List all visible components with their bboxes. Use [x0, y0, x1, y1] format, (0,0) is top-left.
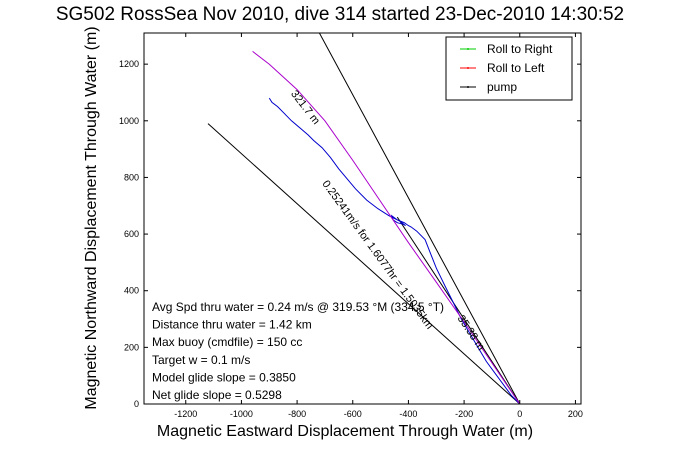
- y-axis-label: Magnetic Northward Displacement Through …: [83, 26, 100, 409]
- x-axis-label: Magnetic Eastward Displacement Through W…: [157, 423, 533, 440]
- x-tick-label-6: -200: [455, 409, 473, 419]
- x-tick-label-3: -800: [288, 409, 306, 419]
- axes: -1200 -1000 -800 -600 -400 -200 0 200 0 200 400 600…: [119, 33, 583, 419]
- x-tick-label-2: -1000: [230, 409, 253, 419]
- annotation-2: Distance thru water = 1.42 km: [152, 318, 312, 332]
- legend: Roll to Right Roll to Left pump: [445, 36, 573, 101]
- y-tick-label-2: 200: [124, 342, 139, 352]
- legend-marker-3: [467, 86, 469, 88]
- y-tick-label-7: 1200: [119, 59, 139, 69]
- series-line-1: [268, 97, 521, 404]
- y-tick-label-3: 400: [124, 286, 139, 296]
- legend-label-2: Roll to Left: [487, 61, 545, 75]
- x-tick-label-1: -1200: [174, 409, 197, 419]
- annotation-1: Avg Spd thru water = 0.24 m/s @ 319.53 °…: [152, 300, 444, 314]
- legend-marker-2: [467, 67, 469, 69]
- annotation-4: Target w = 0.1 m/s: [152, 353, 250, 367]
- x-tick-label-5: -400: [399, 409, 417, 419]
- legend-label-3: pump: [487, 80, 517, 94]
- chart-title: SG502 RossSea Nov 2010, dive 314 started…: [56, 4, 624, 25]
- annotation-6: Net glide slope = 0.5298: [152, 388, 282, 402]
- y-tick-label-5: 800: [124, 172, 139, 182]
- plot-frame: [143, 32, 582, 405]
- x-tick-label-4: -600: [344, 409, 362, 419]
- series-line-2: [252, 51, 521, 404]
- legend-label-1: Roll to Right: [487, 42, 553, 56]
- annotation-3: Max buoy (cmdfile) = 150 cc: [152, 335, 302, 349]
- reference-line-3: [396, 216, 521, 404]
- reference-line-1: [207, 123, 521, 404]
- y-tick-label-4: 600: [124, 229, 139, 239]
- annotations: Avg Spd thru water = 0.24 m/s @ 319.53 °…: [152, 300, 444, 402]
- annotation-5: Model glide slope = 0.3850: [152, 370, 296, 384]
- x-tick-label-7: 0: [517, 409, 522, 419]
- x-tick-label-8: 200: [568, 409, 583, 419]
- y-tick-label-1: 0: [134, 399, 139, 409]
- legend-marker-1: [467, 48, 469, 50]
- reference-line-2: [318, 33, 521, 404]
- plot-content: [207, 33, 521, 404]
- y-tick-label-6: 1000: [119, 116, 139, 126]
